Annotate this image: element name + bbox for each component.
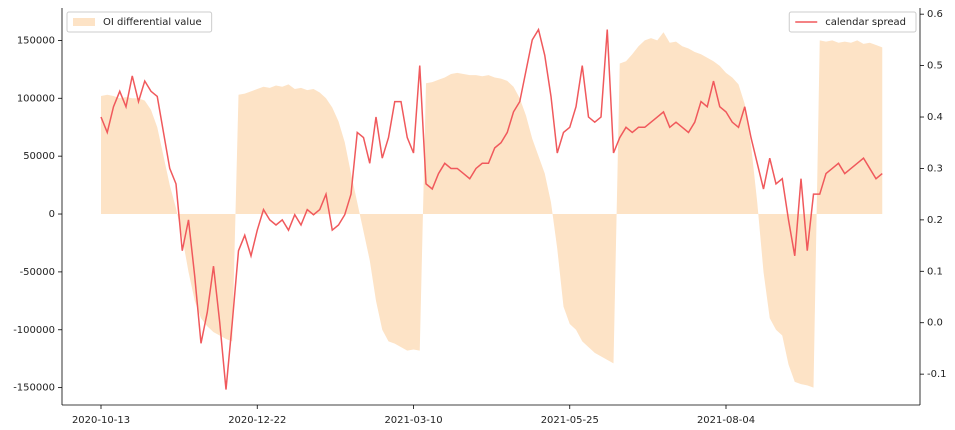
legend-box [66,11,213,33]
y-tick-label: -150000 [13,383,55,394]
y-tick-label: 0 [49,209,55,220]
legend: calendar spread [788,11,917,33]
y-tick-label: 100000 [17,93,55,104]
y2-tick-label: 0.0 [927,318,943,329]
y2-tick-label: 0.4 [927,112,943,123]
y2-tick-label: 0.2 [927,215,943,226]
line [100,27,883,390]
legend: OI differential value [66,11,213,33]
legend-box [788,11,917,33]
y-tick-label: 150000 [17,35,55,46]
y-tick-label: 50000 [23,151,55,162]
y2-tick-label: -0.1 [927,369,947,380]
legend-label: OI differential value [103,17,202,28]
x-tick-label: 2020-10-13 [72,415,130,426]
y-tick-label: -50000 [20,267,55,278]
y-tick-label: -100000 [13,325,55,336]
legend-swatch [73,18,95,26]
legend-label: calendar spread [825,17,906,28]
x-tick-label: 2021-08-04 [697,415,755,426]
y2-tick-label: 0.1 [927,266,943,277]
area [101,32,883,388]
y2-tick-label: 0.3 [927,163,943,174]
x-tick-label: 2021-05-25 [541,415,599,426]
y2-tick-label: 0.6 [927,9,943,20]
x-tick-label: 2020-12-22 [228,415,286,426]
x-tick-label: 2021-03-10 [384,415,442,426]
y2-tick-label: 0.5 [927,61,943,72]
